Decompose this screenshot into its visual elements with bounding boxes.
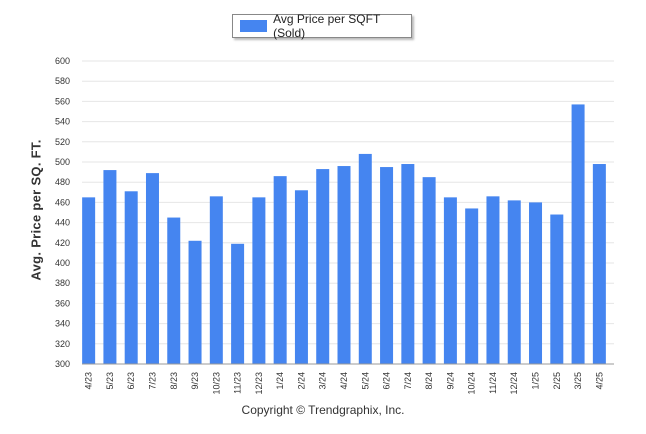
x-tick-label: 12/24 (509, 372, 519, 395)
y-tick-label: 460 (55, 197, 70, 207)
bars (82, 104, 606, 365)
y-tick-label: 420 (55, 238, 70, 248)
y-tick-label: 320 (55, 339, 70, 349)
bar (209, 196, 223, 364)
bar (443, 197, 457, 364)
x-tick-label: 4/25 (594, 372, 604, 390)
x-tick-label: 12/23 (254, 372, 264, 395)
bar (592, 164, 606, 364)
x-tick-label: 6/24 (382, 372, 392, 390)
bar (124, 191, 138, 364)
y-tick-label: 300 (55, 359, 70, 369)
bar (294, 190, 308, 364)
x-tick-label: 10/23 (211, 372, 221, 395)
bar (571, 104, 585, 365)
y-tick-label: 480 (55, 177, 70, 187)
bar (422, 177, 436, 364)
bar (167, 217, 181, 364)
y-axis-label: Avg. Price per SQ. FT. (28, 139, 44, 281)
x-tick-label: 11/23 (233, 372, 243, 394)
x-tick-label: 9/23 (190, 372, 200, 390)
x-tick-label: 5/24 (360, 372, 370, 390)
bar (401, 164, 415, 364)
y-tick-label: 340 (55, 319, 70, 329)
bar (465, 208, 479, 364)
bar (337, 166, 351, 364)
x-tick-label: 11/24 (488, 372, 498, 394)
x-tick-label: 1/25 (531, 372, 541, 390)
bar (273, 176, 287, 364)
x-tick-label: 3/24 (318, 372, 328, 390)
x-tick-label: 7/23 (147, 372, 157, 390)
y-tick-label: 360 (55, 298, 70, 308)
bar (252, 197, 266, 364)
y-tick-label: 520 (55, 137, 70, 147)
x-tick-label: 5/23 (105, 372, 115, 390)
y-axis-ticks: 300 320 340 360 380 400 420 440 460 480 500 520 540 5… (55, 56, 70, 369)
bar (507, 200, 521, 364)
y-tick-label: 500 (55, 157, 70, 167)
x-tick-label: 2/24 (296, 372, 306, 390)
bar (316, 169, 330, 364)
x-tick-label: 7/24 (403, 372, 413, 390)
copyright-credit: Copyright © Trendgraphix, Inc. (241, 403, 405, 417)
bar (145, 173, 159, 364)
y-tick-label: 540 (55, 117, 70, 127)
bar (103, 170, 117, 364)
x-tick-label: 2/25 (552, 372, 562, 390)
bar (231, 243, 245, 364)
y-tick-label: 580 (55, 76, 70, 86)
bar (486, 196, 500, 364)
y-tick-label: 440 (55, 218, 70, 228)
x-tick-label: 8/24 (424, 372, 434, 390)
y-tick-label: 600 (55, 56, 70, 66)
x-tick-label: 9/24 (445, 372, 455, 390)
x-tick-label: 4/23 (84, 372, 94, 390)
x-tick-label: 4/24 (339, 372, 349, 390)
x-axis-ticks: 4/23 5/23 6/23 7/23 8/23 9/23 10/23 11/23 12/23 1… (84, 372, 605, 395)
y-tick-label: 400 (55, 258, 70, 268)
legend-swatch (240, 20, 268, 32)
bar (82, 197, 96, 364)
x-tick-label: 1/24 (275, 372, 285, 390)
bar (358, 153, 372, 364)
x-tick-label: 10/24 (467, 372, 477, 395)
x-tick-label: 8/23 (169, 372, 179, 390)
bar (550, 214, 564, 364)
y-tick-label: 560 (55, 96, 70, 106)
x-tick-label: 3/25 (573, 372, 583, 390)
x-tick-label: 6/23 (126, 372, 136, 390)
bar (380, 167, 394, 364)
y-tick-label: 380 (55, 278, 70, 288)
legend: Avg Price per SQFT (Sold) (232, 12, 412, 40)
legend-label: Avg Price per SQFT (Sold) (273, 12, 381, 40)
bar (188, 240, 202, 364)
bar (529, 202, 543, 364)
